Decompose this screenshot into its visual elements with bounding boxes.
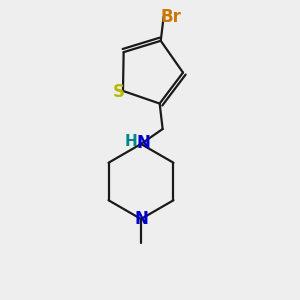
- Text: Br: Br: [160, 8, 181, 26]
- Text: H: H: [125, 134, 138, 149]
- Text: N: N: [136, 134, 150, 152]
- Text: N: N: [134, 210, 148, 228]
- Text: S: S: [113, 83, 125, 101]
